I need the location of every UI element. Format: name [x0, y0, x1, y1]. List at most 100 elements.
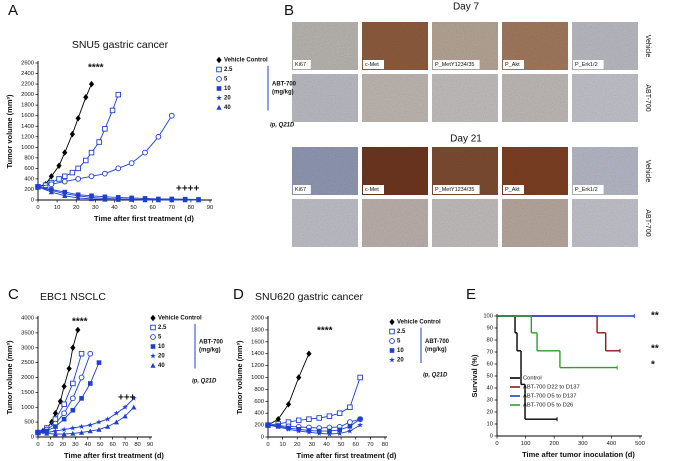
stain-label: P_Akt: [505, 62, 520, 68]
x-axis-label: Time after first treatment (d): [64, 451, 164, 460]
ihc-texture: [292, 74, 358, 122]
ihc-texture: [502, 74, 568, 122]
data-point: [53, 424, 58, 429]
data-point: [78, 429, 85, 435]
x-tick-label: 0: [36, 205, 39, 211]
y-tick-label: 0: [490, 434, 493, 440]
x-tick-label: 0: [36, 442, 39, 448]
data-point: [347, 423, 353, 429]
legend-group-label: ABT-700: [425, 339, 450, 345]
x-tick-label: 70: [367, 442, 373, 448]
data-point: [87, 350, 94, 357]
series-line: [38, 397, 135, 433]
data-point: [78, 423, 85, 430]
y-tick-label: 2400: [21, 71, 34, 77]
stain-label: c-Met: [365, 187, 379, 193]
data-point: [62, 149, 68, 156]
stain-label-box: [503, 60, 524, 69]
y-tick-label: 400: [24, 176, 34, 182]
ihc-texture: [432, 74, 498, 122]
data-point: [357, 416, 363, 422]
x-tick-label: 400: [607, 441, 617, 447]
data-point: [265, 422, 271, 428]
day-title: Day 21: [450, 134, 482, 145]
data-point: [83, 94, 89, 101]
x-tick-label: 80: [382, 442, 388, 448]
legend-label: 5: [397, 339, 401, 345]
data-point: [96, 419, 102, 425]
data-point: [75, 176, 81, 182]
data-point: [113, 419, 119, 425]
legend-label: 40: [224, 105, 231, 111]
x-tick-label: 20: [73, 205, 79, 211]
y-tick-label: 1200: [251, 363, 264, 369]
data-point: [295, 428, 302, 434]
stain-label: P_Erk1/2: [575, 187, 598, 193]
data-point: [56, 162, 62, 169]
y-tick-label: 600: [254, 399, 264, 405]
legend-label: Vehicle Control: [397, 320, 441, 326]
x-axis-label: Time after first treatment (d): [94, 214, 194, 223]
y-tick-label: 200: [24, 187, 34, 193]
y-tick-label: 100: [483, 314, 493, 320]
data-point: [61, 431, 67, 437]
data-point: [78, 350, 85, 357]
y-tick-label: 500: [24, 420, 34, 426]
x-tick-label: 40: [85, 442, 91, 448]
data-point: [357, 374, 363, 381]
data-point: [70, 380, 76, 387]
data-point: [326, 413, 333, 419]
data-point: [142, 197, 148, 203]
x-tick-label: 30: [309, 442, 315, 448]
data-point: [35, 184, 41, 190]
data-point: [75, 326, 81, 334]
legend-label: 5: [224, 77, 228, 83]
significance-annotation: **: [651, 311, 659, 322]
data-point: [115, 165, 122, 172]
data-point: [115, 91, 122, 98]
significance-annotation: +++: [118, 393, 136, 404]
y-tick-label: 1800: [21, 103, 34, 109]
x-tick-label: 20: [60, 442, 66, 448]
x-tick-label: 60: [149, 205, 155, 211]
row-label: ABT-700: [644, 209, 651, 236]
data-point: [78, 374, 85, 381]
data-point: [122, 413, 128, 419]
series-line: [267, 424, 361, 435]
legend-label: 2.5: [224, 67, 233, 73]
y-tick-label: 800: [254, 387, 264, 393]
data-point: [66, 365, 72, 372]
data-point: [69, 169, 76, 176]
ihc-texture: [432, 199, 498, 247]
data-point: [306, 350, 312, 357]
stain-label-box: [433, 185, 480, 194]
data-point: [155, 197, 161, 203]
dosing-note: ip, Q21D: [423, 373, 448, 379]
legend-marker: [216, 66, 222, 73]
legend-group-label: (mg/kg): [272, 90, 294, 96]
data-point: [88, 173, 95, 180]
y-tick-label: 400: [254, 411, 264, 417]
x-tick-label: 50: [97, 442, 103, 448]
ihc-texture: [502, 199, 568, 247]
y-axis-label: Tumor volume (mm³): [5, 340, 14, 415]
data-point: [347, 419, 353, 425]
x-tick-label: 10: [279, 442, 285, 448]
data-point: [347, 428, 353, 434]
data-point: [61, 416, 67, 422]
data-point: [96, 139, 102, 145]
data-point: [79, 396, 84, 401]
legend-label: 10: [224, 86, 231, 92]
data-point: [52, 416, 59, 422]
data-point: [48, 173, 54, 180]
x-tick-label: 90: [147, 442, 153, 448]
stain-label-box: [573, 185, 604, 194]
legend-marker: [150, 362, 156, 368]
data-point: [142, 149, 148, 156]
data-point: [155, 133, 162, 140]
y-tick-label: 1600: [251, 339, 264, 345]
y-tick-label: 600: [24, 166, 34, 172]
data-point: [52, 431, 59, 437]
data-point: [75, 165, 81, 172]
legend-label: 10: [397, 348, 404, 354]
